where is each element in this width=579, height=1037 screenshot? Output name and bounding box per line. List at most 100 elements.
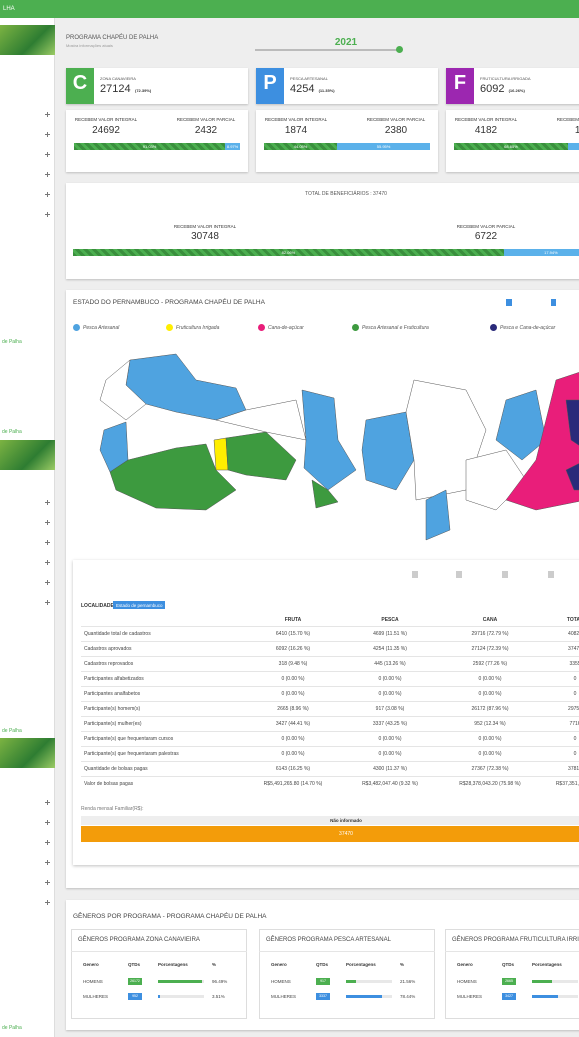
divider	[259, 951, 435, 952]
sidebar-item: de Palha	[2, 1025, 22, 1031]
municipality[interactable]	[425, 489, 451, 541]
municipality[interactable]	[565, 399, 579, 450]
gender-header: QTDs	[128, 962, 141, 967]
gender-header: Genero	[271, 962, 287, 967]
cell: R$28,378,043.20 (75.98 %)	[459, 781, 521, 787]
row-label: Participantes analfabetos	[84, 691, 141, 697]
row-label: Cadastros aprovados	[84, 646, 132, 652]
gender-header: QTDs	[316, 962, 329, 967]
cell: 3355	[569, 661, 579, 667]
legend-swatch	[73, 324, 80, 331]
cell: R$3,482,047.40 (9.32 %)	[362, 781, 418, 787]
cell: R$5,491,265.80 (14.70 %)	[263, 781, 323, 787]
cell: 2665 (8.96 %)	[277, 706, 309, 712]
gender: HOMENS	[271, 979, 291, 984]
legend-swatch	[166, 324, 173, 331]
cell: 7716	[569, 721, 579, 727]
integral-value: 1874	[284, 125, 308, 136]
locality: Estado de pernambuco	[116, 603, 163, 608]
total-title: TOTAL DE BENEFICIÁRIOS : 37470	[305, 191, 387, 197]
municipality[interactable]	[225, 431, 297, 481]
year-slider	[255, 49, 400, 51]
cell: 4254 (11.35 %)	[373, 646, 407, 652]
cell: 37470	[568, 646, 579, 652]
gender-card	[71, 929, 247, 1019]
municipality[interactable]	[215, 399, 307, 441]
cell: 4300 (11.37 %)	[373, 766, 407, 772]
page-subtitle: Mostra informações atuais	[66, 43, 113, 48]
cell: 0 (0.00 %)	[281, 676, 305, 682]
municipality[interactable]	[109, 443, 237, 511]
income-value: 37470	[339, 831, 353, 837]
income-label: Renda mensal Familiar(R$):	[81, 806, 144, 812]
progress-label: 68.65%	[504, 144, 518, 149]
row-divider	[81, 761, 579, 762]
municipality[interactable]	[125, 353, 247, 421]
progress-partial	[337, 143, 430, 150]
cell: 27367 (72.38 %)	[471, 766, 509, 772]
pct-track	[158, 995, 204, 998]
municipality[interactable]	[213, 437, 229, 471]
cell: 0 (0.00 %)	[281, 691, 305, 697]
divider	[71, 951, 247, 952]
pct-bar	[532, 995, 558, 998]
row-divider	[81, 716, 579, 717]
municipality[interactable]	[99, 359, 147, 421]
row-divider	[81, 641, 579, 642]
expand-icon	[45, 212, 50, 217]
row-divider	[81, 626, 579, 627]
cell: 0 (0.00 %)	[478, 676, 502, 682]
cell: 0 (0.00 %)	[378, 691, 402, 697]
progress-integral	[74, 143, 226, 150]
municipality[interactable]	[311, 479, 339, 509]
row-label: Participante(s) que frequentaram palestr…	[84, 751, 179, 757]
year-slider-handle[interactable]	[396, 46, 403, 53]
qty: 26172	[130, 979, 140, 983]
expand-icon	[45, 600, 50, 605]
icon	[551, 299, 556, 306]
program-icon	[446, 68, 474, 104]
gender-header: Porcentagens	[158, 962, 188, 967]
gender-card-title: GÊNEROS PROGRAMA PESCA ARTESANAL	[266, 937, 391, 943]
pct-label: 78.44%	[400, 994, 416, 999]
qty: 3427	[505, 994, 513, 998]
column-header: PESCA	[381, 617, 399, 623]
top-bar	[0, 0, 579, 18]
locality-label: LOCALIDADE:	[81, 603, 116, 609]
cell: 40825	[568, 631, 579, 637]
partial-value: 6722	[474, 231, 498, 242]
pct-label: 3.51%	[212, 994, 225, 999]
qty-badge	[502, 993, 516, 1000]
pct-bar	[346, 980, 356, 983]
genders-title: GÊNEROS POR PROGRAMA - PROGRAMA CHAPÉU D…	[73, 913, 267, 920]
expand-icon	[45, 560, 50, 565]
integral-label: RECEBEM VALOR INTEGRAL	[74, 117, 138, 122]
column-header: CANA	[482, 617, 498, 623]
municipality[interactable]	[301, 389, 357, 491]
sidebar-item: de Palha	[2, 429, 22, 435]
municipality[interactable]	[565, 460, 579, 491]
gender: MULHERES	[83, 994, 109, 999]
expand-icon	[45, 880, 50, 885]
row-divider	[81, 656, 579, 657]
municipality[interactable]	[505, 370, 579, 511]
municipality[interactable]	[495, 389, 547, 461]
sidebar-item: de Palha	[2, 339, 22, 345]
gender-card-title: GÊNEROS PROGRAMA ZONA CANAVIEIRA	[78, 937, 200, 943]
qty: 2665	[505, 979, 513, 983]
row-label: Quantidade de bolsas pagas	[84, 766, 148, 772]
municipality[interactable]	[361, 411, 415, 491]
cell: 29754	[568, 706, 579, 712]
gender: MULHERES	[271, 994, 297, 999]
program-count: 27124	[100, 83, 131, 95]
cell: 917 (3.08 %)	[375, 706, 405, 712]
progress-label: 91.03%	[142, 144, 157, 149]
gender: MULHERES	[457, 994, 483, 999]
legend-swatch	[490, 324, 497, 331]
gender-header: %	[400, 962, 405, 967]
gender-header: Genero	[457, 962, 473, 967]
cell: 0	[573, 691, 577, 697]
row-label: Cadastros reprovados	[84, 661, 134, 667]
beneficiary-card	[446, 110, 579, 172]
integral-value: 24692	[92, 125, 120, 136]
